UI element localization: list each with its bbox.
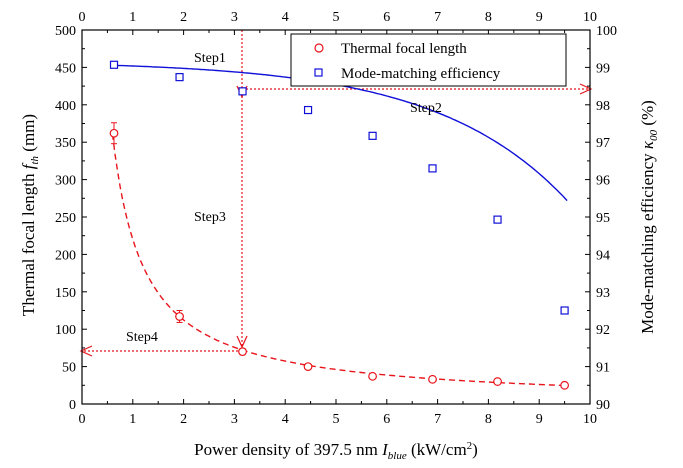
y-right-tick-label: 97 <box>596 136 610 151</box>
legend-label-mode-matching: Mode-matching efficiency <box>341 66 501 82</box>
x-bottom-tick-label: 3 <box>231 412 238 427</box>
thermal-focal-length-point <box>303 362 313 372</box>
legend-label-thermal-focal-length: Thermal focal length <box>341 41 467 57</box>
x-title-close: ) <box>472 440 478 459</box>
y-right-title-var: κ <box>638 140 657 149</box>
y-right-tick-label: 95 <box>596 211 610 226</box>
x-bottom-tick-label: 6 <box>383 412 390 427</box>
mode-matching-points <box>109 60 569 315</box>
y-left-tick-label: 500 <box>55 24 76 39</box>
x-bottom-tick-label: 5 <box>333 412 340 427</box>
x-bottom-tick-label: 4 <box>282 412 289 427</box>
thermal-focal-length-point <box>238 347 247 357</box>
mode-matching-point <box>109 60 119 69</box>
tick-labels-layer: 0011223344556677889910100501001502002503… <box>55 10 617 427</box>
y-right-title-main: Mode-matching efficiency <box>638 149 657 334</box>
mode-matching-point <box>428 164 437 173</box>
step4-label: Step4 <box>126 330 158 345</box>
ticks-layer <box>81 29 591 405</box>
step1-label: Step1 <box>194 51 226 66</box>
y-right-axis-title: Mode-matching efficiency κ00 (%) <box>638 100 660 334</box>
step3-label: Step3 <box>194 210 226 225</box>
y-left-title-var: f <box>19 162 38 169</box>
y-left-tick-label: 450 <box>55 61 76 76</box>
x-title-main: Power density of 397.5 nm <box>194 440 382 459</box>
y-right-tick-label: 90 <box>596 398 610 413</box>
y-left-tick-label: 400 <box>55 99 76 114</box>
mode-matching-point <box>493 215 502 224</box>
thermal-focal-length-point <box>109 128 119 138</box>
x-bottom-tick-label: 0 <box>79 412 86 427</box>
mode-matching-point <box>238 87 247 96</box>
x-title-var: I <box>381 440 389 459</box>
y-left-title-unit: (mm) <box>19 114 38 156</box>
chart-legend: Thermal focal length Mode-matching effic… <box>290 33 567 87</box>
thermal-focal-length-fit-curve <box>111 133 568 387</box>
x-axis-title: Power density of 397.5 nm Iblue (kW/cm2) <box>194 440 478 462</box>
x-title-unit: (kW/cm <box>407 440 467 459</box>
legend-marker-thermal-focal-length <box>314 43 324 53</box>
x-bottom-tick-label: 9 <box>536 412 543 427</box>
y-right-tick-label: 98 <box>596 99 610 114</box>
x-top-tick-label: 2 <box>180 10 187 25</box>
annotation-layer <box>79 30 593 357</box>
y-right-title-sub: 00 <box>648 129 660 141</box>
y-left-title-main: Thermal focal length <box>19 169 38 316</box>
y-left-axis-title: Thermal focal length fth (mm) <box>19 114 41 316</box>
x-bottom-tick-label: 10 <box>583 412 597 427</box>
x-top-tick-label: 4 <box>282 10 289 25</box>
thermal-focal-length-points <box>109 122 569 390</box>
y-left-tick-label: 100 <box>55 323 76 338</box>
x-top-tick-label: 6 <box>383 10 390 25</box>
y-right-tick-label: 93 <box>596 286 610 301</box>
thermal-focal-length-point <box>560 380 569 390</box>
thermal-focal-length-point <box>175 312 184 321</box>
x-bottom-tick-label: 7 <box>434 412 441 427</box>
mode-matching-point <box>175 73 184 82</box>
y-right-tick-label: 99 <box>596 61 610 76</box>
y-right-tick-label: 96 <box>596 174 610 189</box>
y-right-tick-label: 91 <box>596 361 610 376</box>
step2-arrow-head <box>579 83 593 95</box>
legend-marker-mode-matching <box>314 68 323 77</box>
x-title-sup: 2 <box>467 440 473 452</box>
y-left-tick-label: 300 <box>55 174 76 189</box>
y-left-tick-label: 250 <box>55 211 76 226</box>
x-bottom-tick-label: 2 <box>180 412 187 427</box>
x-top-tick-label: 0 <box>79 10 86 25</box>
y-right-title-unit: (%) <box>638 100 657 130</box>
x-bottom-tick-label: 8 <box>485 412 492 427</box>
step2-label: Step2 <box>410 101 442 116</box>
step4-arrow-head <box>79 345 93 357</box>
thermal-focal-length-point <box>368 371 377 381</box>
x-top-tick-label: 9 <box>536 10 543 25</box>
x-top-tick-label: 7 <box>434 10 441 25</box>
y-right-tick-label: 100 <box>596 24 617 39</box>
step3-arrow-head <box>236 335 248 349</box>
x-top-tick-label: 10 <box>583 10 597 25</box>
mode-matching-point <box>303 105 313 115</box>
x-top-tick-label: 3 <box>231 10 238 25</box>
x-bottom-tick-label: 1 <box>129 412 136 427</box>
thermal-focal-length-point <box>493 377 502 386</box>
y-left-tick-label: 0 <box>69 398 76 413</box>
mode-matching-point <box>368 131 377 140</box>
mode-matching-point <box>560 306 569 315</box>
x-top-tick-label: 8 <box>485 10 492 25</box>
y-left-tick-label: 350 <box>55 136 76 151</box>
x-title-sub: blue <box>388 450 407 462</box>
x-top-tick-label: 5 <box>333 10 340 25</box>
y-left-title-sub: th <box>29 155 41 164</box>
y-left-tick-label: 150 <box>55 286 76 301</box>
y-left-tick-label: 200 <box>55 248 76 263</box>
y-left-tick-label: 50 <box>62 361 76 376</box>
x-top-tick-label: 1 <box>129 10 136 25</box>
y-right-tick-label: 94 <box>596 248 610 263</box>
y-right-tick-label: 92 <box>596 323 610 338</box>
thermal-focal-length-point <box>428 374 437 384</box>
legend-box <box>290 33 567 87</box>
